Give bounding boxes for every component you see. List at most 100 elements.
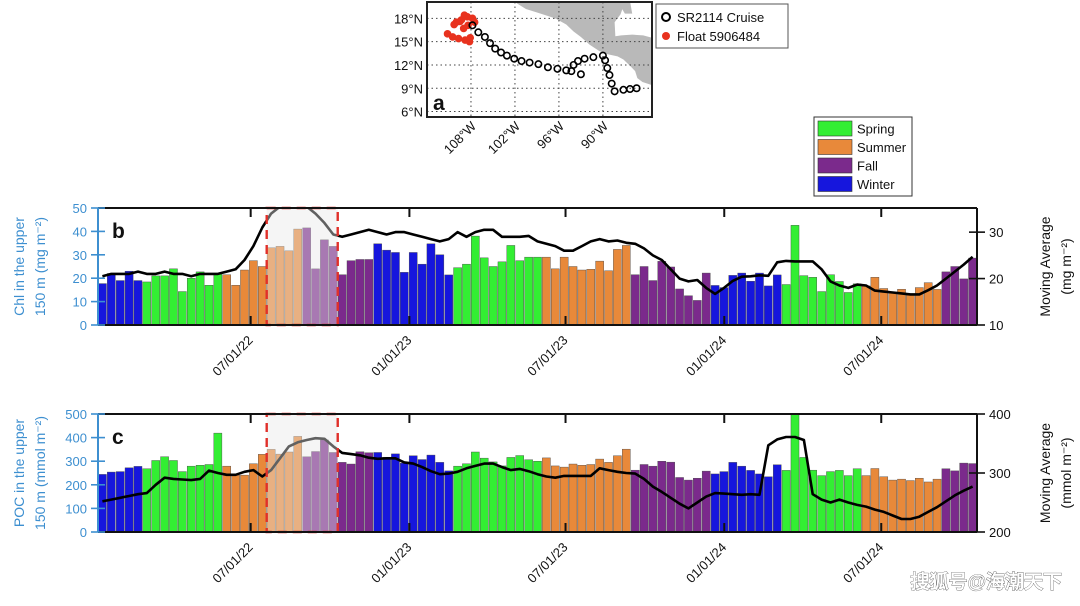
cruise-point <box>474 28 483 37</box>
bar-spring <box>479 457 489 532</box>
bar-fall <box>337 274 347 325</box>
cruise-point <box>607 79 616 88</box>
bar-fall <box>968 463 977 532</box>
bar-winter <box>737 272 746 325</box>
chl-panel-b: 07/01/22 01/01/23 07/01/23 01/01/24 07/01/24… <box>11 201 1074 379</box>
bar-winter <box>444 274 453 325</box>
cruise-point <box>573 57 582 66</box>
cruise-point <box>525 58 534 67</box>
bar-spring <box>852 283 862 325</box>
x-tick-label: 07/01/24 <box>840 333 886 379</box>
bar-spring <box>497 465 507 532</box>
bar-spring <box>790 225 800 325</box>
highlight-box <box>265 206 339 327</box>
bar-summer <box>240 269 249 325</box>
bar-spring <box>160 275 169 325</box>
bar-winter <box>382 456 391 532</box>
right-y-tick-label: 400 <box>989 407 1011 422</box>
bar-summer <box>622 245 631 325</box>
bar-winter <box>373 452 382 532</box>
x-tick-label: 07/01/23 <box>524 333 570 379</box>
bar-spring <box>524 459 533 532</box>
bar-summer <box>542 256 551 325</box>
bar-fall <box>648 465 658 532</box>
float-legend-icon <box>662 32 670 40</box>
bar-spring <box>462 463 471 532</box>
legend-label-summer: Summer <box>857 140 907 155</box>
land-mass <box>617 1 633 14</box>
cruise-point <box>605 71 614 80</box>
bar-summer <box>568 266 578 325</box>
bar-spring <box>471 235 480 325</box>
bar-summer <box>923 481 933 532</box>
bar-fall <box>648 280 658 325</box>
right-y-tick-label: 300 <box>989 466 1011 481</box>
float-legend-label: Float 5906484 <box>677 29 760 44</box>
bar-winter <box>115 471 125 532</box>
bar-winter <box>408 252 418 325</box>
map-frame <box>426 1 653 118</box>
bar-winter <box>98 283 107 325</box>
legend-swatch-spring <box>817 120 853 137</box>
bar-winter <box>764 285 773 325</box>
bar-summer <box>888 292 897 325</box>
map-x-tick-label: 108°W <box>441 118 480 157</box>
bar-summer <box>586 464 596 532</box>
bar-fall <box>950 266 960 325</box>
bar-summer <box>870 468 880 532</box>
bar-winter <box>746 281 755 325</box>
legend-label-fall: Fall <box>857 159 878 174</box>
bar-spring <box>178 471 187 532</box>
bar-spring <box>488 266 498 325</box>
cruise-point <box>517 57 526 66</box>
bar-winter <box>124 467 134 532</box>
map-y-tick-label: 18°N <box>394 11 423 26</box>
bar-winter <box>728 275 738 325</box>
bar-fall <box>968 257 977 325</box>
map-y-tick-label: 9°N <box>401 81 423 96</box>
bar-winter <box>382 249 391 325</box>
moving-average-line <box>102 435 974 521</box>
left-y-tick-label: 0 <box>80 318 87 333</box>
cruise-point <box>491 44 500 53</box>
bar-spring <box>204 464 214 532</box>
bar-spring <box>781 470 791 532</box>
bar-fall <box>675 288 684 325</box>
bar-winter <box>417 263 427 325</box>
bar-summer <box>586 269 596 325</box>
bar-spring <box>213 273 223 325</box>
watermark: 搜狐号@海潮天下 <box>910 570 1062 593</box>
bar-winter <box>435 462 445 532</box>
bar-winter <box>435 254 445 325</box>
bar-summer <box>613 455 622 532</box>
bar-summer <box>275 246 285 325</box>
bar-summer <box>879 476 889 532</box>
bar-summer <box>551 465 560 532</box>
right-y-label-line2: (mg m⁻²) <box>1058 238 1074 294</box>
bar-winter <box>737 465 746 532</box>
bar-spring <box>799 275 809 325</box>
bar-summer <box>231 474 240 532</box>
bar-summer <box>293 436 303 532</box>
bar-spring <box>533 256 542 325</box>
cruise-point <box>510 54 519 63</box>
bar-winter <box>408 455 418 532</box>
bar-spring <box>790 414 800 532</box>
left-y-label-line2: 150 m (mmol m⁻²) <box>32 416 48 530</box>
bar-winter <box>755 473 764 532</box>
bar-summer <box>906 295 915 325</box>
bar-spring <box>142 468 152 532</box>
bar-summer <box>861 285 871 325</box>
bar-spring <box>835 281 844 325</box>
bar-summer <box>915 477 924 532</box>
bar-summer <box>613 249 622 325</box>
bar-spring <box>515 260 524 325</box>
bar-fall <box>639 266 649 325</box>
bar-winter <box>107 273 116 325</box>
bar-spring <box>479 257 489 325</box>
left-y-label-line1: Chl in the upper <box>11 217 27 316</box>
bar-spring <box>169 460 178 532</box>
bar-winter <box>426 243 436 325</box>
bar-spring <box>781 284 791 325</box>
cruise-point <box>502 51 511 60</box>
